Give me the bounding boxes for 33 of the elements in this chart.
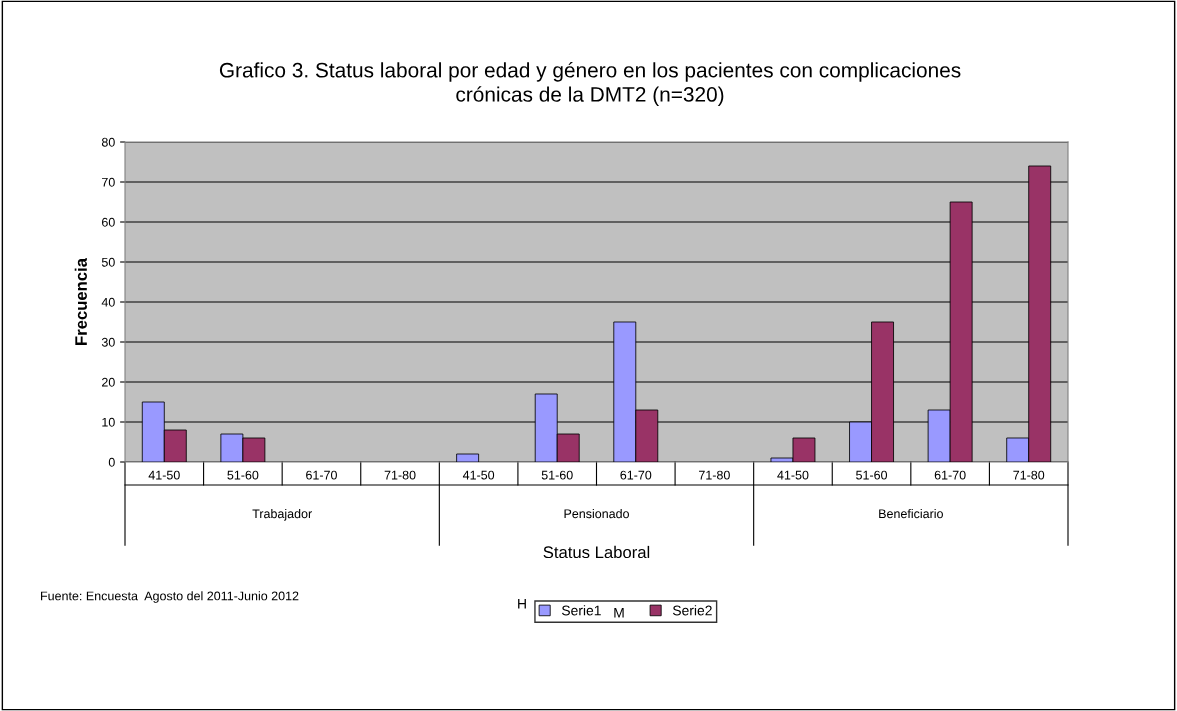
x-axis-title: Status Laboral [543, 545, 650, 559]
chart-title: Grafico 3. Status laboral por edad y género en los pacientes con complicaciones crónicas de la DMT2 (n=320) [219, 62, 961, 106]
text: Trabajador [252, 508, 312, 521]
y-tick-label: 30 [101, 337, 115, 347]
y-tick-label: 50 [101, 257, 115, 267]
x-tick-label: 51-60 [227, 470, 259, 480]
bar [456, 453, 480, 462]
y-tick-label: 60 [102, 217, 115, 227]
y-tick-label: 40 [101, 297, 115, 307]
y-tick-label: 0 [108, 457, 115, 467]
legend-label: Serie1 [561, 605, 601, 616]
x-tick-label: 41-50 [777, 470, 809, 480]
x-tick-label: 51-60 [541, 470, 573, 480]
y-tick-label: 80 [101, 137, 115, 147]
x-tick-label: 41-50 [462, 470, 495, 480]
x-tick-label: 71-80 [384, 470, 416, 480]
x-tick-label: 71-80 [699, 470, 730, 480]
text: Pensionado [564, 508, 629, 519]
y-tick-label: 70 [102, 177, 115, 187]
x-tick-label: 61-70 [306, 470, 337, 480]
text: H [518, 599, 526, 609]
x-tick-label: 61-70 [620, 470, 652, 480]
x-tick-label: 41-50 [148, 470, 180, 480]
source-note: Fuente: Encuesta Agosto del 2011-Junio 2012 [41, 591, 299, 603]
y-tick-label: 10 [102, 417, 115, 427]
x-tick-label: 51-60 [856, 470, 888, 480]
text: M [614, 608, 624, 618]
x-tick-label: 71-80 [1013, 470, 1045, 480]
y-tick-label: 20 [102, 377, 115, 387]
x-tick-label: 61-70 [934, 470, 966, 480]
text: Beneficiario [879, 508, 943, 519]
y-axis-title: Frecuencia [74, 257, 87, 345]
legend-label: Serie2 [672, 605, 712, 616]
